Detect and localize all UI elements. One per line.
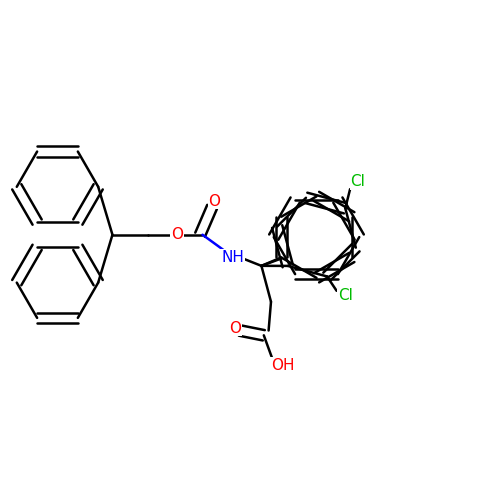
Text: O: O: [171, 227, 183, 242]
Text: NH: NH: [221, 250, 244, 265]
Text: OH: OH: [271, 358, 295, 373]
Text: O: O: [229, 320, 241, 336]
Text: Cl: Cl: [350, 174, 365, 190]
Text: O: O: [208, 194, 220, 209]
Text: Cl: Cl: [338, 288, 353, 303]
